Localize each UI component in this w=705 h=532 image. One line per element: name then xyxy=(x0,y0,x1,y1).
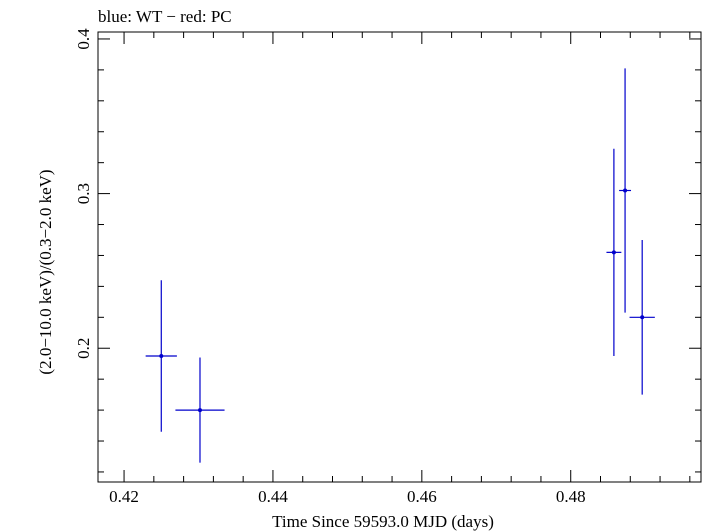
y-tick-label: 0.3 xyxy=(74,183,93,204)
plot-frame-box xyxy=(97,31,702,483)
x-tick-label: 0.48 xyxy=(556,487,586,506)
point-marker xyxy=(197,408,202,413)
chart-title: blue: WT − red: PC xyxy=(98,7,232,26)
y-tick-label: 0.4 xyxy=(74,28,93,50)
point-marker xyxy=(640,315,645,320)
y-tick-label: 0.2 xyxy=(74,338,93,359)
data-point xyxy=(619,68,632,313)
plot-frame xyxy=(97,31,702,483)
data-points xyxy=(145,68,655,463)
x-tick-label: 0.44 xyxy=(258,487,288,506)
data-point xyxy=(629,239,655,395)
data-point xyxy=(145,280,177,432)
data-point xyxy=(606,148,622,356)
point-marker xyxy=(159,353,164,358)
data-point xyxy=(175,357,225,463)
point-marker xyxy=(623,188,628,193)
point-marker xyxy=(611,250,616,255)
x-tick-label: 0.46 xyxy=(407,487,437,506)
y-axis-label: (2.0−10.0 keV)/(0.3−2.0 keV) xyxy=(36,169,55,374)
axis-ticks: 0.42 0.44 0.46 0.48 0.2 0.3 0.4 xyxy=(74,28,701,506)
x-tick-label: 0.42 xyxy=(109,487,139,506)
x-axis-label: Time Since 59593.0 MJD (days) xyxy=(272,512,494,531)
